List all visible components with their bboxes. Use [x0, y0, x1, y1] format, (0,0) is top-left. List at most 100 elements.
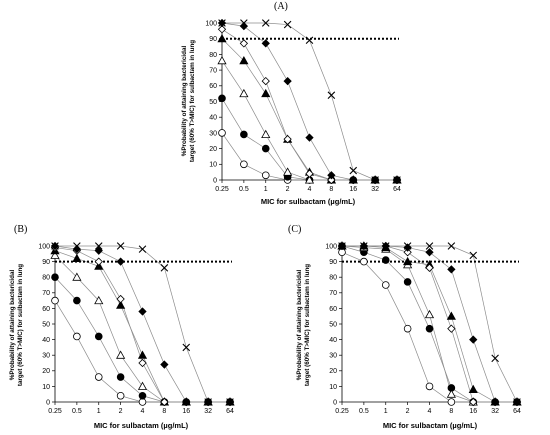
cross-marker: [116, 242, 125, 250]
y-tick-label: 70: [329, 290, 337, 297]
filled-circle-marker: [51, 273, 59, 282]
y-tick-label: 50: [42, 321, 50, 328]
open-diamond-marker: [447, 324, 456, 333]
filled-diamond-marker: [138, 307, 147, 316]
y-axis-title-line: target (60% T>MIC) for sulbactam in lung: [304, 264, 311, 386]
cross-marker: [94, 242, 103, 250]
x-axis-title: MIC for sulbactam (µg/mL): [383, 421, 478, 430]
y-axis-title: %Probability of attaining bactericidalta…: [9, 264, 24, 386]
open-triangle-marker: [72, 272, 82, 281]
y-tick-label: 90: [42, 259, 50, 266]
cross-marker: [182, 343, 191, 352]
y-tick-label: 100: [325, 243, 337, 250]
y-tick-label: 60: [329, 306, 337, 313]
x-tick-label: 16: [182, 408, 190, 415]
y-tick-label: 10: [42, 384, 50, 391]
x-tick-label: 64: [513, 408, 521, 415]
open-circle-marker: [240, 160, 248, 169]
filled-circle-marker: [73, 296, 81, 305]
y-tick-label: 40: [209, 115, 217, 122]
y-tick-label: 100: [38, 243, 50, 250]
x-tick-label: 32: [491, 408, 499, 415]
open-circle-marker: [94, 373, 103, 381]
cross-marker: [226, 398, 234, 406]
x-tick-label: 32: [204, 408, 212, 415]
filled-diamond-marker: [349, 175, 358, 185]
cross-marker: [360, 242, 368, 250]
cross-marker: [491, 354, 499, 363]
open-diamond-marker: [305, 169, 314, 178]
filled-triangle-marker: [72, 253, 82, 263]
x-axis-title: MIC for sulbactam (µg/mL): [94, 421, 189, 430]
y-tick-label: 60: [42, 306, 50, 313]
cross-marker: [51, 242, 59, 250]
y-tick-label: 90: [329, 259, 337, 266]
x-tick-label: 2: [286, 186, 290, 193]
open-triangle-marker: [304, 175, 315, 184]
cross-marker: [204, 398, 212, 406]
x-tick-label: 0.5: [72, 408, 82, 415]
open-diamond-marker: [217, 25, 227, 34]
cross-marker: [261, 19, 270, 27]
open-diamond-marker: [160, 397, 169, 407]
cross-marker: [381, 242, 390, 250]
open-triangle-marker: [217, 55, 227, 65]
series-markers-filled-triangle: [50, 245, 235, 406]
y-axis-title: %Probability of attaining bactericidalta…: [296, 264, 311, 386]
open-triangle-marker: [283, 167, 293, 176]
y-tick-label: 60: [209, 83, 217, 90]
x-tick-label: 1: [264, 186, 268, 193]
y-tick-label: 0: [333, 399, 337, 406]
filled-diamond-marker: [403, 243, 412, 252]
cross-marker: [160, 264, 169, 272]
series-line-filled-triangle: [221, 38, 397, 181]
filled-circle-marker: [425, 324, 434, 333]
x-tick-label: 1: [384, 408, 388, 415]
cross-marker: [447, 242, 456, 250]
x-tick-label: 16: [469, 408, 477, 415]
cross-marker: [371, 176, 379, 184]
x-tick-label: 64: [393, 186, 401, 193]
x-tick-label: 8: [329, 186, 333, 193]
y-tick-label: 0: [213, 177, 217, 184]
filled-circle-marker: [138, 391, 147, 400]
series-markers-cross: [51, 242, 234, 406]
x-tick-label: 8: [162, 408, 166, 415]
x-tick-label: 4: [308, 186, 312, 193]
filled-circle-marker: [403, 278, 412, 286]
cross-marker: [469, 251, 478, 260]
series-markers-filled-diamond: [50, 241, 235, 407]
filled-diamond-marker: [283, 76, 292, 86]
open-triangle-marker: [137, 381, 148, 390]
x-tick-label: 16: [349, 186, 357, 193]
open-diamond-marker: [327, 175, 336, 185]
open-diamond-marker: [239, 39, 249, 48]
series-line-cross: [55, 245, 230, 403]
open-triangle-marker: [50, 250, 60, 259]
x-tick-label: 0.25: [215, 186, 229, 193]
open-circle-marker: [116, 391, 125, 400]
y-tick-label: 40: [42, 337, 50, 344]
filled-circle-marker: [381, 256, 390, 264]
y-axis-title-line: target (60% T>MIC) for sulbactam in lung: [17, 264, 24, 386]
y-tick-label: 20: [209, 146, 217, 153]
open-triangle-marker: [116, 350, 126, 359]
filled-diamond-marker: [490, 397, 500, 407]
x-tick-label: 0.25: [335, 408, 349, 415]
open-diamond-marker: [425, 263, 434, 272]
filled-circle-marker: [240, 130, 248, 139]
y-tick-label: 20: [42, 368, 50, 375]
filled-circle-marker: [261, 144, 270, 153]
y-tick-label: 30: [329, 353, 337, 360]
cross-marker: [513, 398, 521, 406]
y-tick-label: 50: [209, 99, 217, 106]
cross-marker: [305, 36, 314, 45]
filled-diamond-marker: [425, 248, 434, 257]
y-tick-label: 10: [329, 384, 337, 391]
x-tick-label: 4: [141, 408, 145, 415]
series-line-open-triangle: [54, 255, 230, 403]
filled-triangle-marker: [116, 300, 126, 309]
cross-marker: [327, 91, 336, 100]
open-circle-marker: [261, 171, 270, 180]
open-triangle-marker: [424, 309, 435, 319]
